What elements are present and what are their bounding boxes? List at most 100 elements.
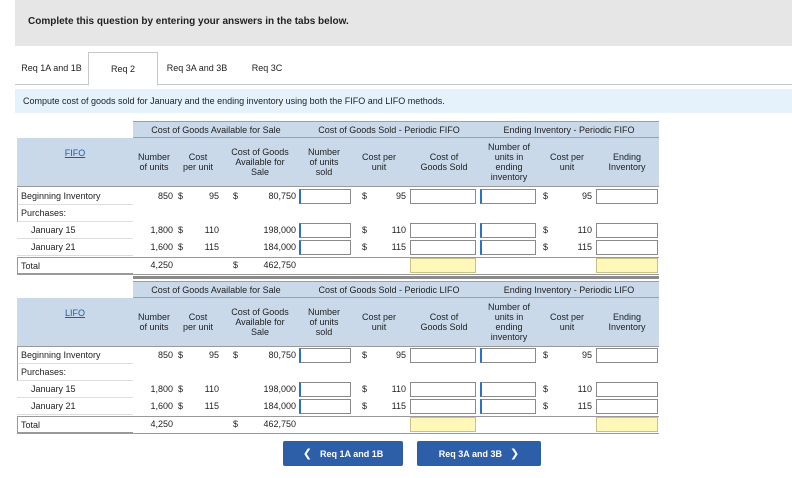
currency-symbol: $ xyxy=(178,191,184,201)
row-label-jan15: January 15 xyxy=(17,381,133,398)
chevron-left-icon: ❮ xyxy=(302,448,313,460)
lifo-jan21-cogs-input[interactable] xyxy=(410,399,476,414)
fifo-total-cogs-input[interactable] xyxy=(410,258,476,273)
fifo-begin-units-ending-input[interactable] xyxy=(480,189,536,204)
fifo-jan21-cogs-input[interactable] xyxy=(410,240,476,255)
row-label-jan21: January 21 xyxy=(17,239,133,256)
lifo-begin-cogas: 80,750 xyxy=(268,350,296,360)
fifo-jan21-units-ending-input[interactable] xyxy=(480,240,536,255)
lifo-jan15-cogs-input[interactable] xyxy=(410,382,476,397)
lifo-jan15-end-cost: 110 xyxy=(577,384,592,394)
col-ending-inventory: Ending Inventory xyxy=(608,312,646,332)
lifo-jan15-sold-cost: 110 xyxy=(391,384,406,394)
col-cost-per-unit-ending: Cost per unit xyxy=(549,152,584,172)
question-prompt: Compute cost of goods sold for January a… xyxy=(15,89,792,113)
next-button-label: Req 3A and 3B xyxy=(438,448,502,459)
lifo-jan21-units-ending-input[interactable] xyxy=(480,399,536,414)
currency-symbol: $ xyxy=(543,225,549,235)
fifo-jan15-ending-inventory-input[interactable] xyxy=(596,223,658,238)
col-units-sold: Number of units sold xyxy=(307,307,340,337)
lifo-jan15-units-ending-input[interactable] xyxy=(480,382,536,397)
total-top-rule xyxy=(133,257,659,258)
lifo-method-label[interactable]: LIFO xyxy=(64,308,85,318)
row-label-jan15: January 15 xyxy=(17,222,133,239)
fifo-jan15-cost: 110 xyxy=(204,225,219,235)
lifo-jan21-ending-inventory-input[interactable] xyxy=(596,399,658,414)
fifo-jan15-units: 1,800 xyxy=(150,225,173,235)
col-ending-inventory: Ending Inventory xyxy=(608,152,646,172)
fifo-begin-end-cost: 95 xyxy=(581,191,592,201)
prev-button[interactable]: ❮ Req 1A and 1B xyxy=(283,441,403,466)
col-units-ending: Number of units in ending inventory xyxy=(487,142,531,182)
col-cost-of-goods-sold: Cost of Goods Sold xyxy=(420,152,468,172)
currency-symbol: $ xyxy=(543,350,549,360)
fifo-group-header-row: Cost of Goods Available for Sale Cost of… xyxy=(133,121,659,138)
tab-req-1a-1b[interactable]: Req 1A and 1B xyxy=(21,63,82,73)
currency-symbol: $ xyxy=(233,419,239,429)
lifo-jan21-units-sold-input[interactable] xyxy=(299,399,351,414)
row-label-purchases: Purchases: xyxy=(17,205,133,222)
currency-symbol: $ xyxy=(178,350,184,360)
group-ending-fifo: Ending Inventory - Periodic FIFO xyxy=(503,125,635,135)
currency-symbol: $ xyxy=(362,384,368,394)
lifo-column-header-row: LIFO Number of units Cost per unit Cost of… xyxy=(17,298,659,346)
tab-bar: Req 1A and 1B Req 2 Req 3A and 3B Req 3C xyxy=(15,52,792,86)
lifo-total-ending-inventory-input[interactable] xyxy=(596,417,658,432)
currency-symbol: $ xyxy=(543,191,549,201)
row-label-purchases: Purchases: xyxy=(17,364,133,381)
fifo-jan15-sold-cost: 110 xyxy=(391,225,406,235)
lifo-jan21-sold-cost: 115 xyxy=(391,401,406,411)
tab-req-3a-3b[interactable]: Req 3A and 3B xyxy=(166,63,228,73)
lifo-group-header-row: Cost of Goods Available for Sale Cost of… xyxy=(133,281,659,298)
fifo-begin-cogs-input[interactable] xyxy=(410,189,476,204)
fifo-jan15-end-cost: 110 xyxy=(577,225,592,235)
lifo-begin-cost: 95 xyxy=(208,350,219,360)
lifo-total-cogs-input[interactable] xyxy=(410,417,476,432)
group-ending-lifo: Ending Inventory - Periodic LIFO xyxy=(503,285,635,295)
lifo-total-cogas: 462,750 xyxy=(263,419,296,429)
fifo-jan21-sold-cost: 115 xyxy=(391,242,406,252)
fifo-jan15-units-ending-input[interactable] xyxy=(480,223,536,238)
fifo-begin-units-sold-input[interactable] xyxy=(299,189,351,204)
tab-req-2[interactable]: Req 2 xyxy=(88,52,158,86)
tab-req-3c[interactable]: Req 3C xyxy=(251,63,283,73)
fifo-total-ending-inventory-input[interactable] xyxy=(596,258,658,273)
currency-symbol: $ xyxy=(178,384,184,394)
currency-symbol: $ xyxy=(362,191,368,201)
lifo-begin-ending-inventory-input[interactable] xyxy=(596,348,658,363)
fifo-begin-ending-inventory-input[interactable] xyxy=(596,189,658,204)
fifo-jan21-units-sold-input[interactable] xyxy=(299,240,351,255)
instruction-bar: Complete this question by entering your … xyxy=(15,0,792,46)
fifo-begin-cogas: 80,750 xyxy=(268,191,296,201)
fifo-jan21-units: 1,600 xyxy=(150,242,173,252)
fifo-method-label[interactable]: FIFO xyxy=(64,148,86,158)
fifo-jan15-cogas: 198,000 xyxy=(263,225,296,235)
fifo-jan21-ending-inventory-input[interactable] xyxy=(596,240,658,255)
col-cost-per-unit-sold: Cost per unit xyxy=(361,312,396,332)
col-cost-per-unit-sold: Cost per unit xyxy=(361,152,396,172)
fifo-jan21-cost: 115 xyxy=(204,242,219,252)
total-bottom-rule xyxy=(17,274,659,275)
total-top-rule xyxy=(133,416,659,417)
fifo-begin-units: 850 xyxy=(157,191,173,201)
lifo-jan21-units: 1,600 xyxy=(150,401,173,411)
lifo-jan15-units-sold-input[interactable] xyxy=(299,382,351,397)
lifo-jan21-cost: 115 xyxy=(204,401,219,411)
currency-symbol: $ xyxy=(178,401,184,411)
next-button[interactable]: Req 3A and 3B ❯ xyxy=(417,441,541,466)
col-cost-per-unit: Cost per unit xyxy=(182,312,214,332)
lifo-begin-units-ending-input[interactable] xyxy=(480,348,536,363)
lifo-begin-units: 850 xyxy=(157,350,173,360)
fifo-jan15-cogs-input[interactable] xyxy=(410,223,476,238)
col-units-sold: Number of units sold xyxy=(307,147,340,177)
lifo-begin-units-sold-input[interactable] xyxy=(299,348,351,363)
currency-symbol: $ xyxy=(233,350,239,360)
fifo-column-header-row: FIFO Number of units Cost per unit Cost of… xyxy=(17,138,659,186)
fifo-total-cogas: 462,750 xyxy=(263,260,296,270)
currency-symbol: $ xyxy=(543,242,549,252)
currency-symbol: $ xyxy=(233,191,239,201)
lifo-begin-cogs-input[interactable] xyxy=(410,348,476,363)
fifo-jan15-units-sold-input[interactable] xyxy=(299,223,351,238)
currency-symbol: $ xyxy=(362,242,368,252)
lifo-jan15-ending-inventory-input[interactable] xyxy=(596,382,658,397)
